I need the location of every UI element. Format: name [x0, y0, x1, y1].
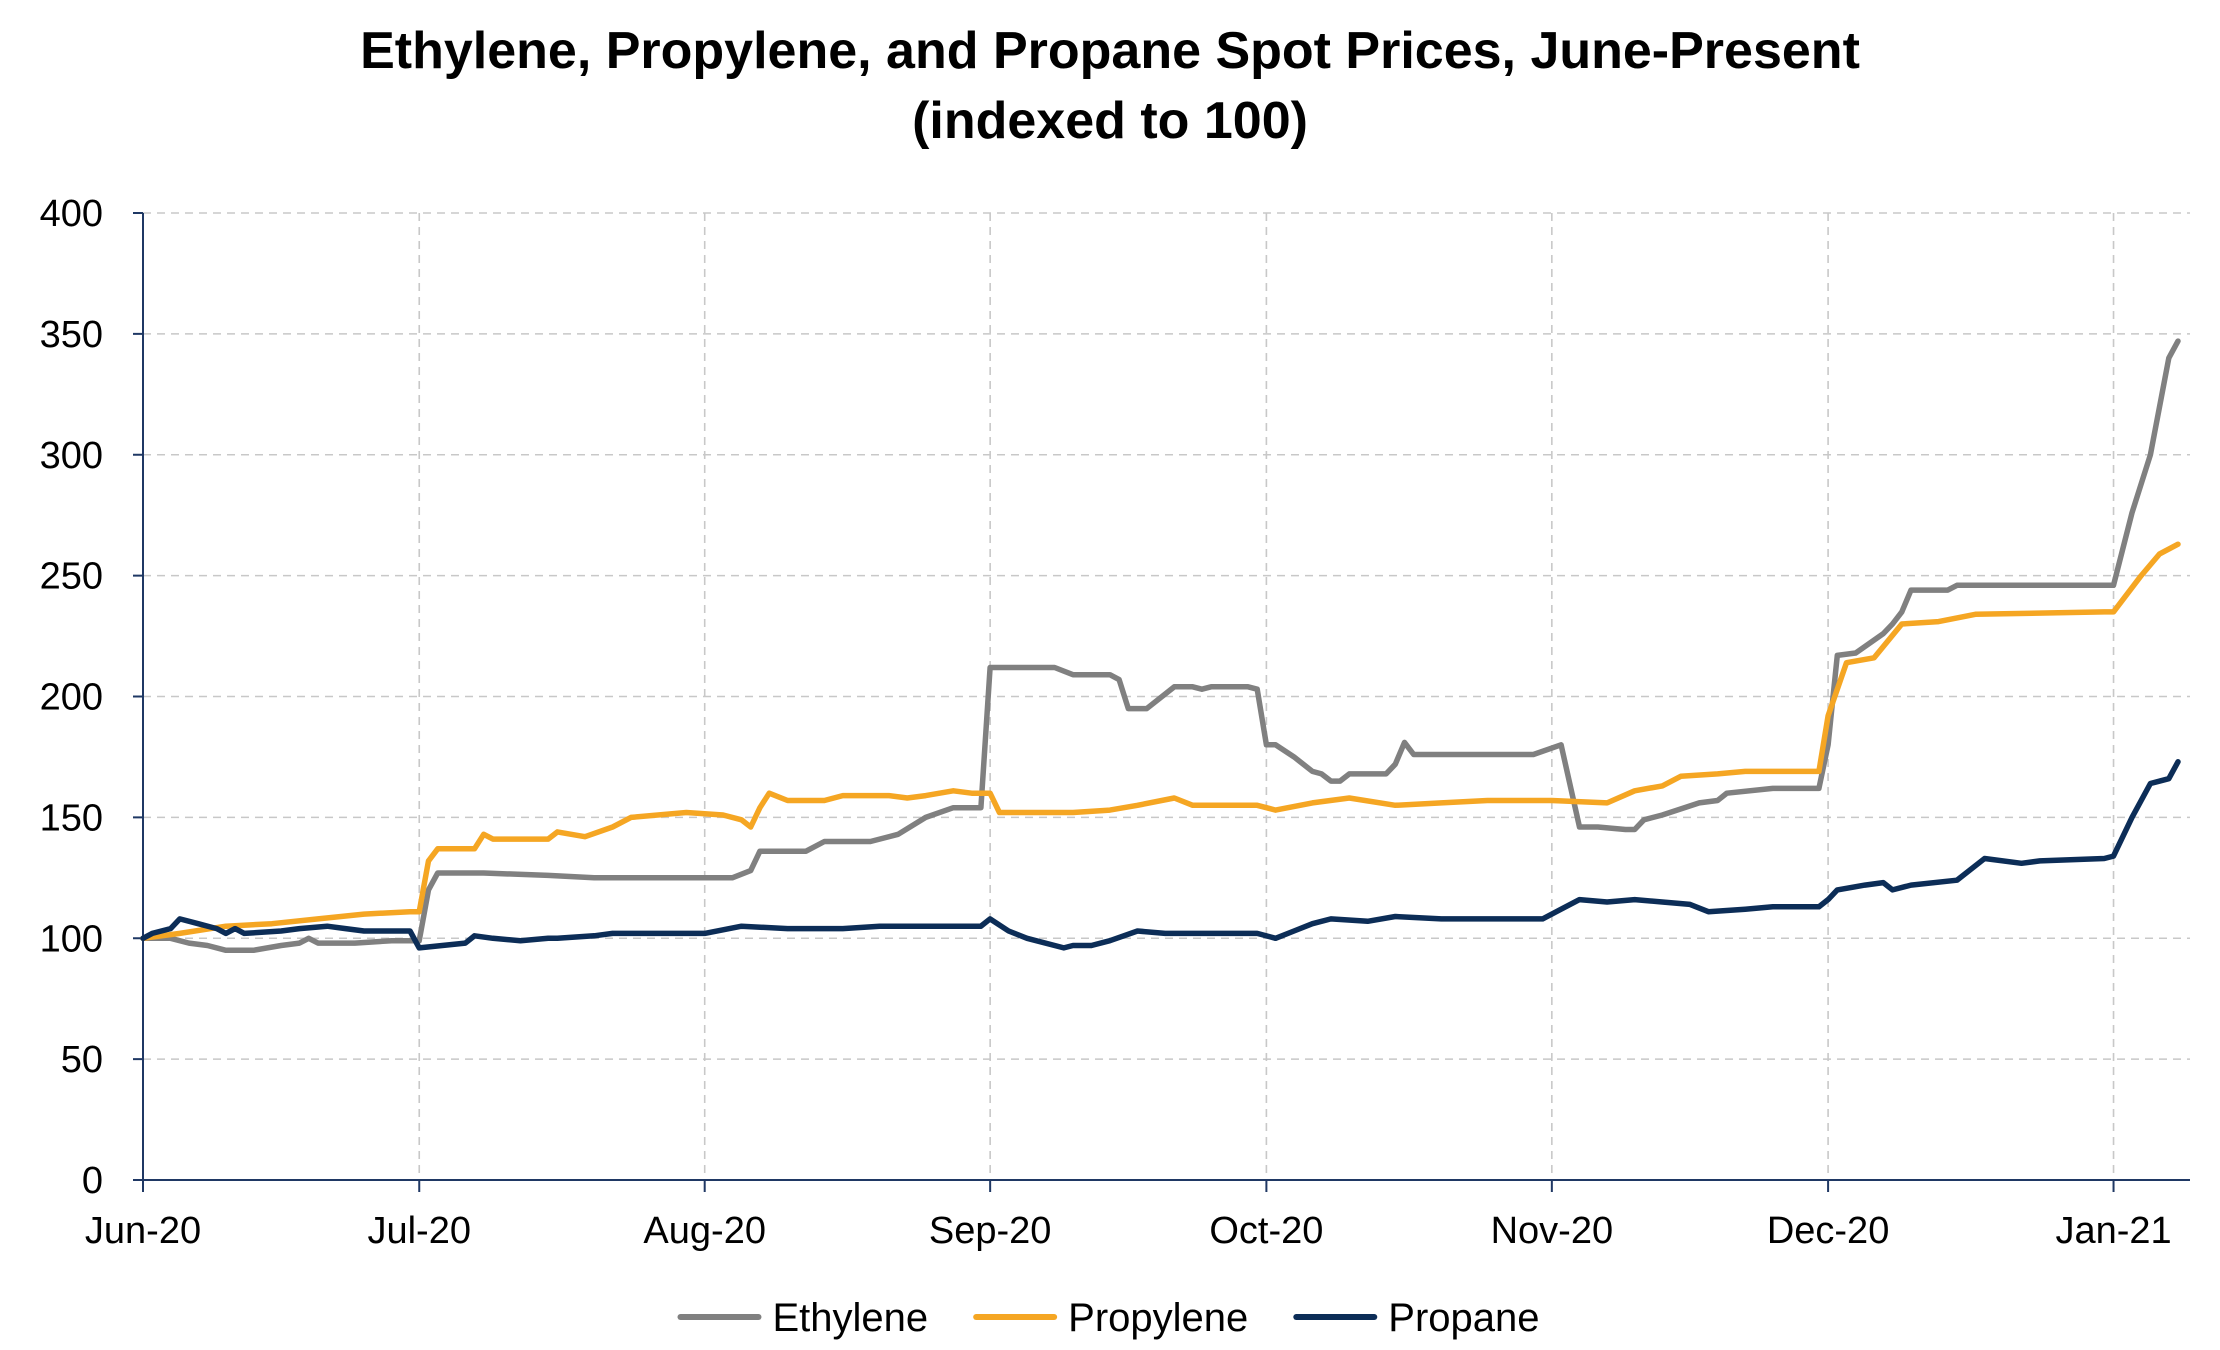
- legend-label-ethylene: Ethylene: [772, 1296, 928, 1340]
- y-tick-label: 50: [61, 1039, 103, 1081]
- x-tick-label: Nov-20: [1491, 1210, 1614, 1252]
- y-tick-label: 0: [82, 1160, 103, 1202]
- series-line-ethylene: [140, 338, 2181, 954]
- x-tick-label: Dec-20: [1767, 1210, 1890, 1252]
- x-tick-label: Jun-20: [85, 1210, 201, 1252]
- x-tick-label: Jan-21: [2055, 1210, 2171, 1252]
- x-tick-label: Sep-20: [929, 1210, 1052, 1252]
- x-tick-label: Jul-20: [367, 1210, 471, 1252]
- y-tick-label: 100: [40, 918, 103, 960]
- series-line-propylene: [140, 541, 2181, 942]
- legend-label-propylene: Propylene: [1068, 1296, 1248, 1340]
- chart-subtitle: (indexed to 100): [912, 92, 1308, 150]
- y-tick-label: 300: [40, 435, 103, 477]
- series-lines: [140, 338, 2181, 954]
- x-tick-label: Aug-20: [643, 1210, 766, 1252]
- gridlines: [143, 212, 2190, 1180]
- y-tick-label: 150: [40, 797, 103, 839]
- y-tick-label: 400: [40, 193, 103, 235]
- y-tick-label: 250: [40, 556, 103, 598]
- legend: Ethylene Propylene Propane: [677, 1296, 1540, 1340]
- chart-title: Ethylene, Propylene, and Propane Spot Pr…: [360, 22, 1860, 80]
- series-line-propane: [140, 759, 2181, 951]
- y-tick-label: 350: [40, 314, 103, 356]
- y-tick-label: 200: [40, 677, 103, 719]
- x-tick-label: Oct-20: [1209, 1210, 1323, 1252]
- legend-label-propane: Propane: [1388, 1296, 1539, 1340]
- axes: 0 50 100 150 200 250 300 350 400 Jun-20 Jul-20 Aug-…: [40, 193, 2190, 1252]
